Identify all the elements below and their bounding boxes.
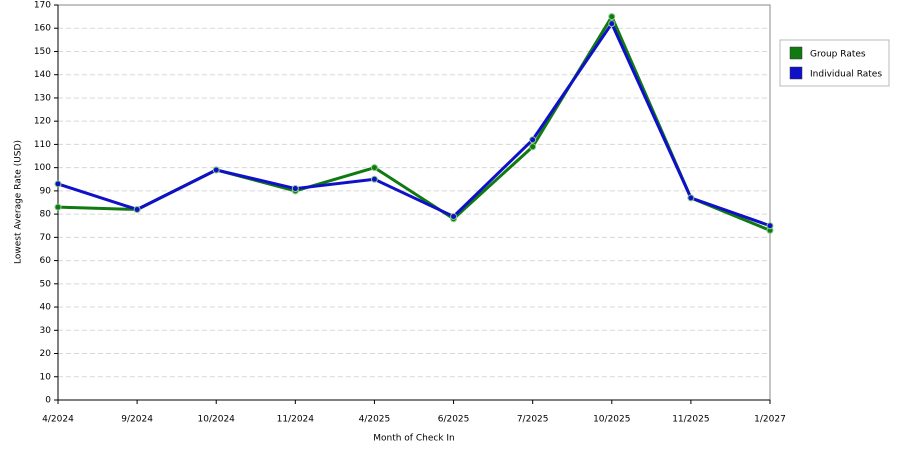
- point: [54, 203, 62, 211]
- x-tick-label: 4/2025: [359, 415, 391, 425]
- legend-swatch: [789, 66, 803, 80]
- legend-swatch: [789, 46, 803, 60]
- y-tick-label: 40: [40, 303, 52, 313]
- point: [133, 205, 141, 213]
- point: [608, 13, 616, 21]
- y-tick-label: 80: [40, 210, 52, 220]
- y-tick-label: 70: [40, 233, 52, 243]
- y-tick-label: 110: [34, 140, 51, 150]
- point: [370, 175, 378, 183]
- x-tick-label: 6/2025: [438, 415, 470, 425]
- y-tick-label: 120: [34, 117, 51, 127]
- plot-area: [57, 4, 771, 401]
- x-tick-label: 11/2025: [672, 415, 709, 425]
- y-tick-label: 130: [34, 93, 51, 103]
- point: [529, 136, 537, 144]
- point: [291, 185, 299, 193]
- y-tick-label: 100: [34, 163, 51, 173]
- point: [687, 194, 695, 202]
- point: [766, 222, 774, 230]
- point: [450, 212, 458, 220]
- y-tick-label: 170: [34, 1, 51, 11]
- y-tick-label: 20: [40, 349, 52, 359]
- y-tick-label: 50: [40, 279, 52, 289]
- point: [529, 143, 537, 151]
- y-tick-label: 60: [40, 256, 52, 266]
- legend-label: Individual Rates: [810, 70, 882, 80]
- y-tick-label: 90: [40, 186, 52, 196]
- y-tick-label: 140: [34, 70, 51, 80]
- x-tick-label: 1/2027: [754, 415, 786, 425]
- y-axis-label: Lowest Average Rate (USD): [14, 140, 24, 264]
- point: [608, 20, 616, 28]
- y-tick-label: 150: [34, 47, 51, 57]
- y-tick-label: 160: [34, 24, 51, 34]
- x-tick-label: 4/2024: [42, 415, 74, 425]
- x-tick-label: 10/2024: [198, 415, 236, 425]
- x-tick-label: 7/2025: [517, 415, 549, 425]
- y-tick-label: 30: [40, 326, 52, 336]
- point: [370, 164, 378, 172]
- y-tick-label: 10: [40, 372, 52, 382]
- legend-label: Group Rates: [810, 50, 866, 60]
- x-axis-label: Month of Check In: [373, 434, 455, 444]
- x-tick-label: 10/2025: [593, 415, 630, 425]
- x-tick-label: 11/2024: [277, 415, 315, 425]
- point: [54, 180, 62, 188]
- point: [212, 166, 220, 174]
- y-tick-label: 0: [45, 396, 51, 406]
- series-line: [57, 22, 771, 228]
- x-tick-label: 9/2024: [121, 415, 153, 425]
